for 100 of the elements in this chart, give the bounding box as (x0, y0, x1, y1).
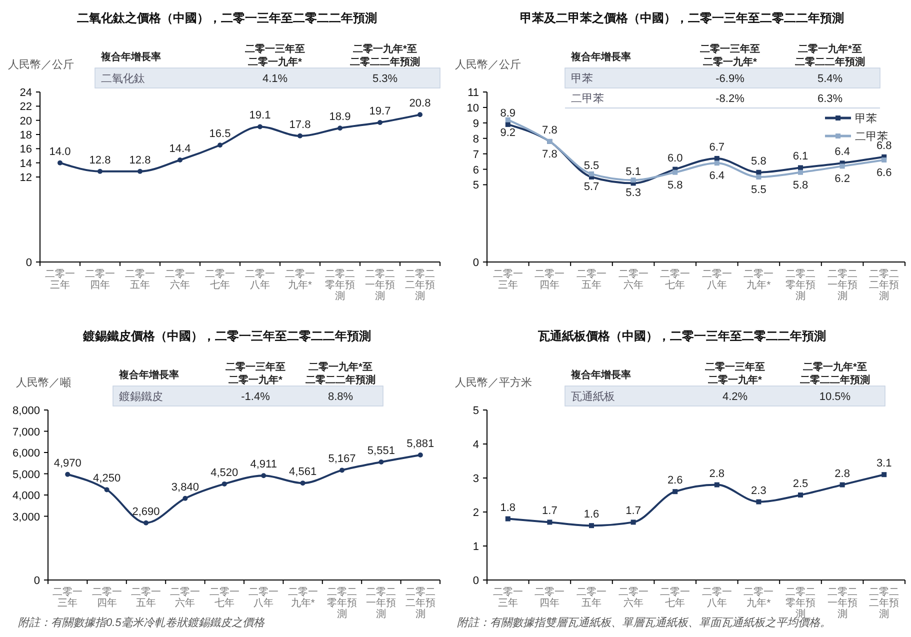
y-tick-label: 22 (20, 101, 32, 114)
x-tick-label: 二零一八年 (248, 587, 279, 609)
x-tick-label: 二零一八年 (702, 269, 732, 291)
y-tick-label: 5 (472, 405, 479, 417)
data-label: 6.1 (792, 150, 808, 163)
point (104, 487, 110, 492)
point (222, 481, 227, 486)
legend-label: 甲苯 (855, 112, 877, 125)
data-label: 5,167 (328, 453, 356, 466)
x-tick-label: 二零一六年 (170, 587, 200, 609)
x-tick-label: 二零一五年 (125, 269, 155, 291)
y-tick-label: 5,000 (12, 468, 40, 481)
y-tick-label: 9 (472, 118, 479, 130)
text: -1.4% (241, 391, 270, 403)
data-label: 5.7 (584, 180, 600, 193)
point (261, 473, 266, 478)
text: 8.8% (328, 391, 354, 403)
x-tick-label: 二零一六年 (618, 269, 648, 291)
y-tick-label: 24 (20, 87, 32, 99)
x-tick-label: 二零一六年 (618, 587, 648, 609)
data-label: 1.7 (626, 505, 641, 518)
annotation: -8.2% (716, 93, 745, 105)
text: 二零一三年至二零一九年* (705, 361, 765, 386)
x-tick-label: 二零二零年預測 (327, 587, 357, 620)
x-tick-label: 二零一七年 (209, 587, 240, 609)
point (98, 168, 102, 174)
data-label: 9.2 (500, 126, 516, 139)
x-tick-label: 二零二二年預測 (869, 269, 900, 302)
x-tick-label: 二零一八年 (702, 587, 732, 609)
point (630, 520, 636, 525)
x-tick-label: 二零一七年 (660, 587, 690, 609)
text: 複合年增長率 (100, 51, 161, 63)
text: 複合年增長率 (570, 369, 631, 381)
data-label: 14.0 (49, 146, 71, 158)
point (505, 516, 510, 522)
y-tick-label: 0 (34, 575, 40, 587)
x-tick-label: 二零一七年 (660, 269, 690, 291)
text: 5.4% (817, 73, 843, 85)
x-tick-label: 二零二一年預測 (827, 269, 858, 302)
data-label: 20.8 (409, 98, 431, 110)
data-label: 1.7 (542, 505, 558, 518)
data-label: 6.4 (834, 146, 850, 158)
data-label: 5,551 (367, 445, 395, 458)
text: 瓦通紙板 (571, 390, 615, 403)
chart-title: 瓦通紙板價格（中國），二零一三年至二零二二年預測 (537, 329, 826, 343)
point (340, 468, 344, 473)
x-tick-label: 二零一五年 (576, 269, 606, 291)
point (144, 520, 148, 526)
data-label: 5.5 (584, 160, 600, 172)
annotation: 二甲苯 (571, 92, 604, 105)
point (418, 452, 423, 458)
data-label: 6.6 (876, 167, 892, 179)
point (258, 124, 262, 130)
data-label: 2.6 (667, 474, 683, 487)
annotation: 6.3% (817, 93, 843, 105)
point (338, 126, 342, 131)
text: 二零一九年*至二零二二年預測 (350, 43, 420, 68)
data-label: 4,520 (210, 466, 238, 479)
data-label: 5,881 (406, 438, 434, 450)
data-label: 6.0 (667, 152, 683, 164)
point (672, 170, 678, 175)
x-tick-label: 二零二零年預測 (786, 269, 816, 302)
data-label: 3,840 (171, 481, 199, 494)
x-tick-label: 二零一四年 (85, 269, 115, 291)
chart-title: 二氧化鈦之價格（中國），二零一三年至二零二二年預測 (77, 11, 377, 25)
x-tick-label: 二零一四年 (92, 587, 122, 609)
text: 二零一九年*至二零二二年預測 (306, 361, 376, 386)
text: 複合年增長率 (118, 369, 179, 381)
y-tick-label: 18 (20, 130, 32, 142)
point (505, 117, 510, 122)
point (714, 160, 720, 166)
point (589, 171, 594, 176)
point (672, 489, 678, 494)
y-tick-label: 6 (472, 164, 479, 176)
text: 5.3% (372, 73, 398, 85)
y-tick-label: 1 (472, 541, 479, 553)
x-tick-label: 二零一九年* (744, 269, 774, 291)
data-label: 3.1 (876, 458, 892, 470)
y-tick-label: 20 (20, 115, 32, 128)
y-tick-label: 12 (20, 172, 32, 184)
y-tick-label: 3,000 (12, 511, 40, 524)
data-label: 19.1 (249, 110, 271, 122)
x-tick-label: 二零一三年 (492, 587, 523, 609)
x-tick-label: 二零一六年 (165, 269, 195, 291)
data-label: 4,970 (54, 457, 82, 470)
x-tick-label: 二零二二年預測 (869, 587, 900, 620)
y-axis-title: 人民幣／平方米 (455, 376, 532, 389)
text: 附註：有關數據指0.5毫米冷軋卷狀鍍錫鐵皮之價格 (18, 616, 266, 629)
text: 二零一九年*至二零二二年預測 (795, 43, 865, 68)
data-label: 5.8 (751, 155, 766, 168)
y-tick-label: 7 (472, 148, 479, 161)
y-tick-label: 2 (472, 507, 479, 519)
data-label: 5.5 (751, 184, 766, 196)
x-tick-label: 二零二一年預測 (365, 269, 395, 302)
y-tick-label: 11 (468, 87, 479, 99)
data-label: 5.1 (626, 166, 641, 178)
x-tick-label: 二零一三年 (45, 269, 75, 291)
x-tick-label: 二零一五年 (576, 587, 606, 609)
data-label: 12.8 (129, 154, 151, 166)
data-label: 7.8 (542, 124, 558, 136)
